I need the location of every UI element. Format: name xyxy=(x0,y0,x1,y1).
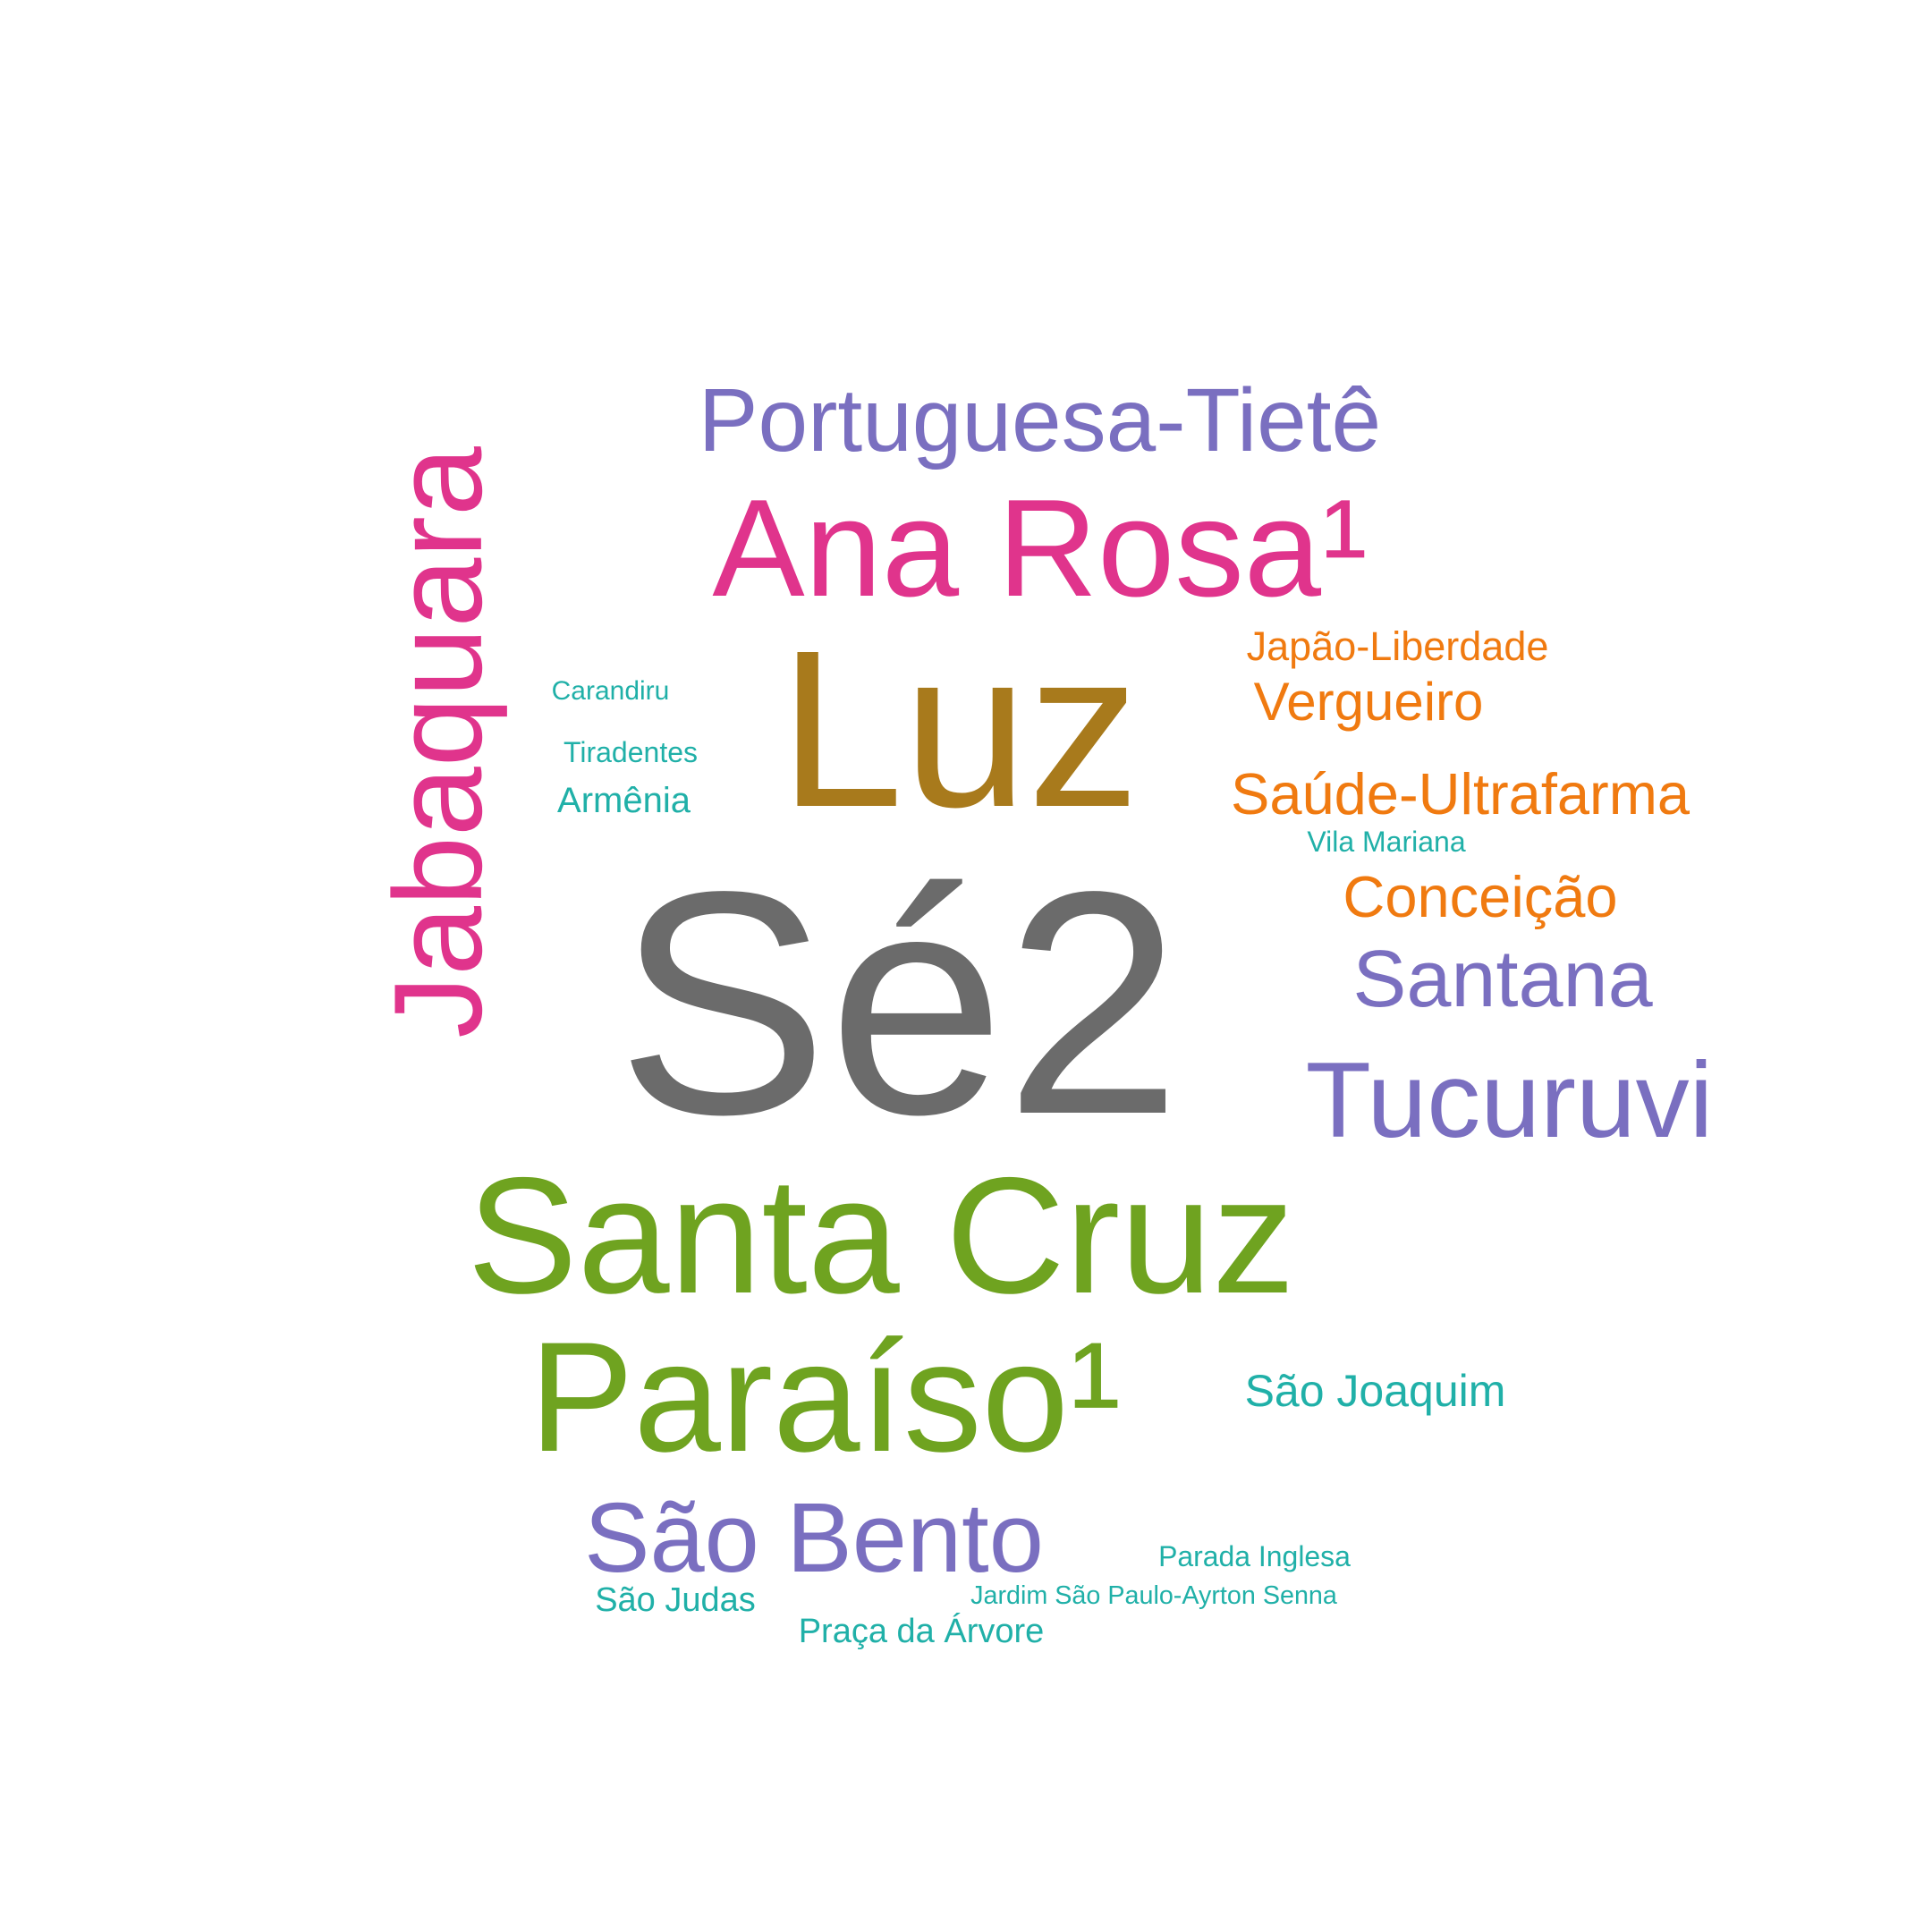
word-tucuruvi: Tucuruvi xyxy=(1305,1040,1714,1160)
word-praca-da-arvore: Praça da Árvore xyxy=(798,1613,1045,1650)
word-sao-bento: São Bento xyxy=(584,1483,1044,1593)
word-sao-judas: São Judas xyxy=(595,1581,756,1619)
word-tiradentes: Tiradentes xyxy=(564,736,698,768)
word-portuguesa-tiete: Portuguesa-Tietê xyxy=(698,370,1382,470)
word-saude-ultrafarma: Saúde-Ultrafarma xyxy=(1231,761,1690,826)
word-jabaquara: Jabaquara xyxy=(368,446,508,1038)
word-armenia: Armênia xyxy=(557,781,691,820)
word-jardim-sao-paulo: Jardim São Paulo-Ayrton Senna xyxy=(970,1581,1337,1610)
word-conceicao: Conceição xyxy=(1343,864,1618,929)
word-se2: Sé2 xyxy=(616,826,1182,1181)
word-paraiso: Paraíso¹ xyxy=(529,1310,1122,1485)
word-japao-liberdade: Japão-Liberdade xyxy=(1246,623,1549,669)
word-vila-mariana: Vila Mariana xyxy=(1307,826,1466,858)
word-vergueiro: Vergueiro xyxy=(1253,672,1484,732)
word-santa-cruz: Santa Cruz xyxy=(467,1144,1295,1328)
word-parada-inglesa: Parada Inglesa xyxy=(1158,1540,1351,1572)
word-ana-rosa: Ana Rosa¹ xyxy=(712,470,1368,625)
word-santana: Santana xyxy=(1352,935,1653,1024)
word-sao-joaquim: São Joaquim xyxy=(1244,1366,1506,1416)
word-carandiru: Carandiru xyxy=(551,676,670,706)
word-luz: Luz xyxy=(778,604,1140,853)
